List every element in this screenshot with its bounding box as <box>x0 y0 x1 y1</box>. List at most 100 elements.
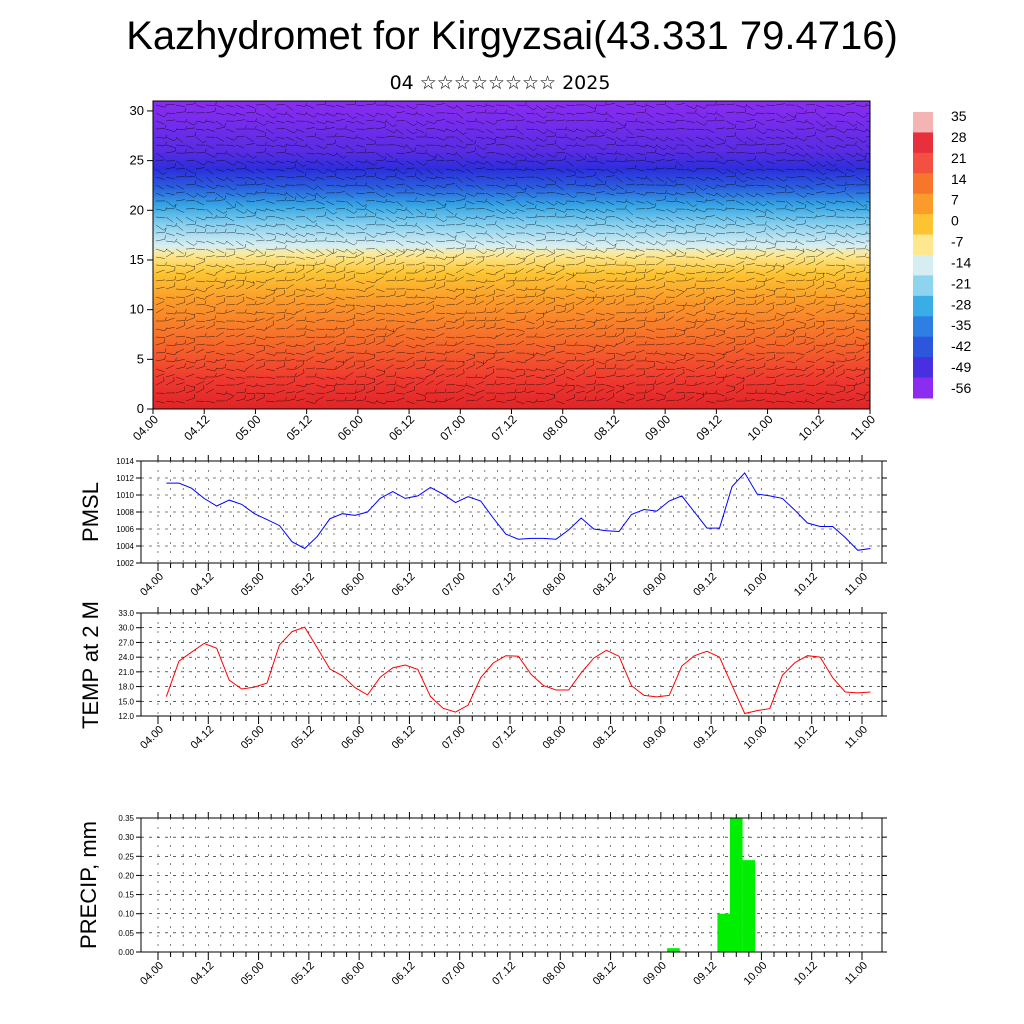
y-tick-label: 0.05 <box>118 929 134 938</box>
x-tick-label: 10.00 <box>742 571 770 599</box>
y-tick-label: 0.25 <box>118 852 134 861</box>
wind-barb-field <box>155 101 870 405</box>
x-tick-label: 08.00 <box>540 571 568 599</box>
x-tick-label: 05.12 <box>284 412 315 443</box>
x-tick-label: 10.00 <box>745 412 776 443</box>
x-tick-label: 10.12 <box>792 960 820 988</box>
wind-barbs <box>155 101 870 405</box>
x-tick-label: 09.12 <box>691 571 719 599</box>
x-tick-label: 06.12 <box>390 724 418 752</box>
cross-section-field <box>153 101 870 409</box>
colorbar-swatch <box>913 132 933 154</box>
precip-y-label: PRECIP, mm <box>76 821 101 949</box>
colorbar-swatch <box>913 275 933 297</box>
y-tick-label: 0.20 <box>118 871 134 880</box>
x-tick-label: 08.00 <box>540 960 568 988</box>
colorbar-label: -7 <box>951 234 964 250</box>
x-tick-label: 08.12 <box>591 724 619 752</box>
chart-title: Kazhydromet for Kirgyzsai(43.331 79.4716… <box>126 14 898 58</box>
x-tick-label: 07.00 <box>440 571 468 599</box>
y-tick-label: 0.00 <box>118 948 134 957</box>
colorbar-label: -28 <box>951 296 971 312</box>
x-tick-label: 11.00 <box>848 412 879 443</box>
colorbar-label: 35 <box>951 108 967 124</box>
colorbar-label: -21 <box>951 275 971 291</box>
y-tick-label: 20 <box>130 202 144 217</box>
colorbar-label: 0 <box>951 213 959 229</box>
colorbar-swatch <box>913 214 933 236</box>
x-tick-label: 05.12 <box>289 571 317 599</box>
colorbar-label: -35 <box>951 317 971 333</box>
colorbar-label: -49 <box>951 359 971 375</box>
y-tick-label: 1004 <box>116 542 134 551</box>
x-tick-label: 06.00 <box>339 571 367 599</box>
y-tick-label: 1006 <box>116 525 134 534</box>
x-tick-label: 10.12 <box>792 571 820 599</box>
colorbar-label: -56 <box>951 380 971 396</box>
colorbar-label: 28 <box>951 129 967 145</box>
y-tick-label: 24.0 <box>118 653 134 662</box>
x-tick-label: 10.00 <box>742 724 770 752</box>
x-tick-label: 06.12 <box>386 412 417 443</box>
x-tick-label: 04.12 <box>181 412 212 443</box>
x-tick-label: 04.00 <box>130 412 161 443</box>
x-tick-label: 07.12 <box>490 571 518 599</box>
x-tick-label: 07.00 <box>440 724 468 752</box>
y-tick-label: 0.30 <box>118 833 134 842</box>
colorbar-swatch <box>913 357 933 379</box>
temperature-y-label: TEMP at 2 M <box>78 601 103 729</box>
x-tick-label: 04.12 <box>188 960 216 988</box>
precip-bars <box>667 818 756 952</box>
x-tick-label: 11.00 <box>843 960 870 987</box>
colorbar-swatch <box>913 173 933 195</box>
y-tick-label: 12.0 <box>118 712 134 721</box>
x-tick-label: 06.00 <box>339 960 367 988</box>
colorbar-swatch <box>913 255 933 276</box>
temperature-x-axis: 04.00 04.12 05.00 05.12 06.00 06.12 07.00 07.12… <box>138 607 870 752</box>
y-tick-label: 25 <box>130 153 144 168</box>
x-tick-label: 10.12 <box>796 412 827 443</box>
temperature-series-line <box>165 626 871 715</box>
x-tick-label: 04.00 <box>138 960 166 988</box>
colorbar-swatch <box>913 193 933 215</box>
x-tick-label: 05.00 <box>232 412 263 443</box>
colorbar-swatch <box>913 316 933 338</box>
pmsl-x-axis: 04.00 04.12 05.00 05.12 06.00 06.12 07.00 07.12… <box>138 455 870 599</box>
y-tick-label: 0.15 <box>118 891 134 900</box>
colorbar-swatch <box>913 112 933 133</box>
y-tick-label: 1002 <box>116 559 134 568</box>
x-tick-label: 09.12 <box>693 412 724 443</box>
precip-bar <box>717 913 730 952</box>
x-tick-label: 05.12 <box>289 724 317 752</box>
colorbar-swatch <box>913 377 933 399</box>
y-tick-label: 10 <box>130 302 144 317</box>
colorbar-label: -14 <box>951 254 971 270</box>
x-tick-label: 07.12 <box>488 412 519 443</box>
cross-section-panel: 0 5 10 15 20 25 30 04.00 04.12 05.00 05.12 06.00 06… <box>130 100 879 443</box>
x-tick-label: 09.00 <box>641 724 669 752</box>
y-tick-label: 27.0 <box>118 638 134 647</box>
x-tick-label: 05.00 <box>239 724 267 752</box>
x-tick-label: 06.12 <box>390 571 418 599</box>
colorbar-swatch <box>913 295 933 317</box>
colorbar-swatch <box>913 336 933 358</box>
colorbar: 35 28 21 14 7 0 -7 -14 -21 -28 -35 -42 -49 -56 <box>913 108 971 399</box>
colorbar-label: 21 <box>951 150 967 166</box>
x-tick-label: 09.00 <box>642 412 673 443</box>
y-tick-label: 0.35 <box>118 814 134 823</box>
pmsl-y-axis: 1014 1012 1010 1008 1006 1004 1002 <box>116 457 887 568</box>
precip-y-axis: 0.35 0.30 0.25 0.20 0.15 0.10 0.05 0.00 <box>118 814 887 957</box>
x-tick-label: 08.12 <box>591 960 619 988</box>
x-tick-label: 07.12 <box>490 960 518 988</box>
y-tick-label: 15.0 <box>118 697 134 706</box>
cross-section-y-axis: 0 5 10 15 20 25 30 <box>130 103 153 416</box>
x-tick-label: 06.12 <box>390 960 418 988</box>
x-tick-label: 04.00 <box>138 724 166 752</box>
temperature-panel: 33.030.027.024.021.018.015.012.0 04.00 04… <box>78 601 887 752</box>
precip-bar <box>742 860 756 952</box>
y-tick-label: 0 <box>137 401 144 416</box>
y-tick-label: 5 <box>137 351 144 366</box>
x-tick-label: 09.12 <box>691 960 719 988</box>
x-tick-label: 09.00 <box>641 571 669 599</box>
